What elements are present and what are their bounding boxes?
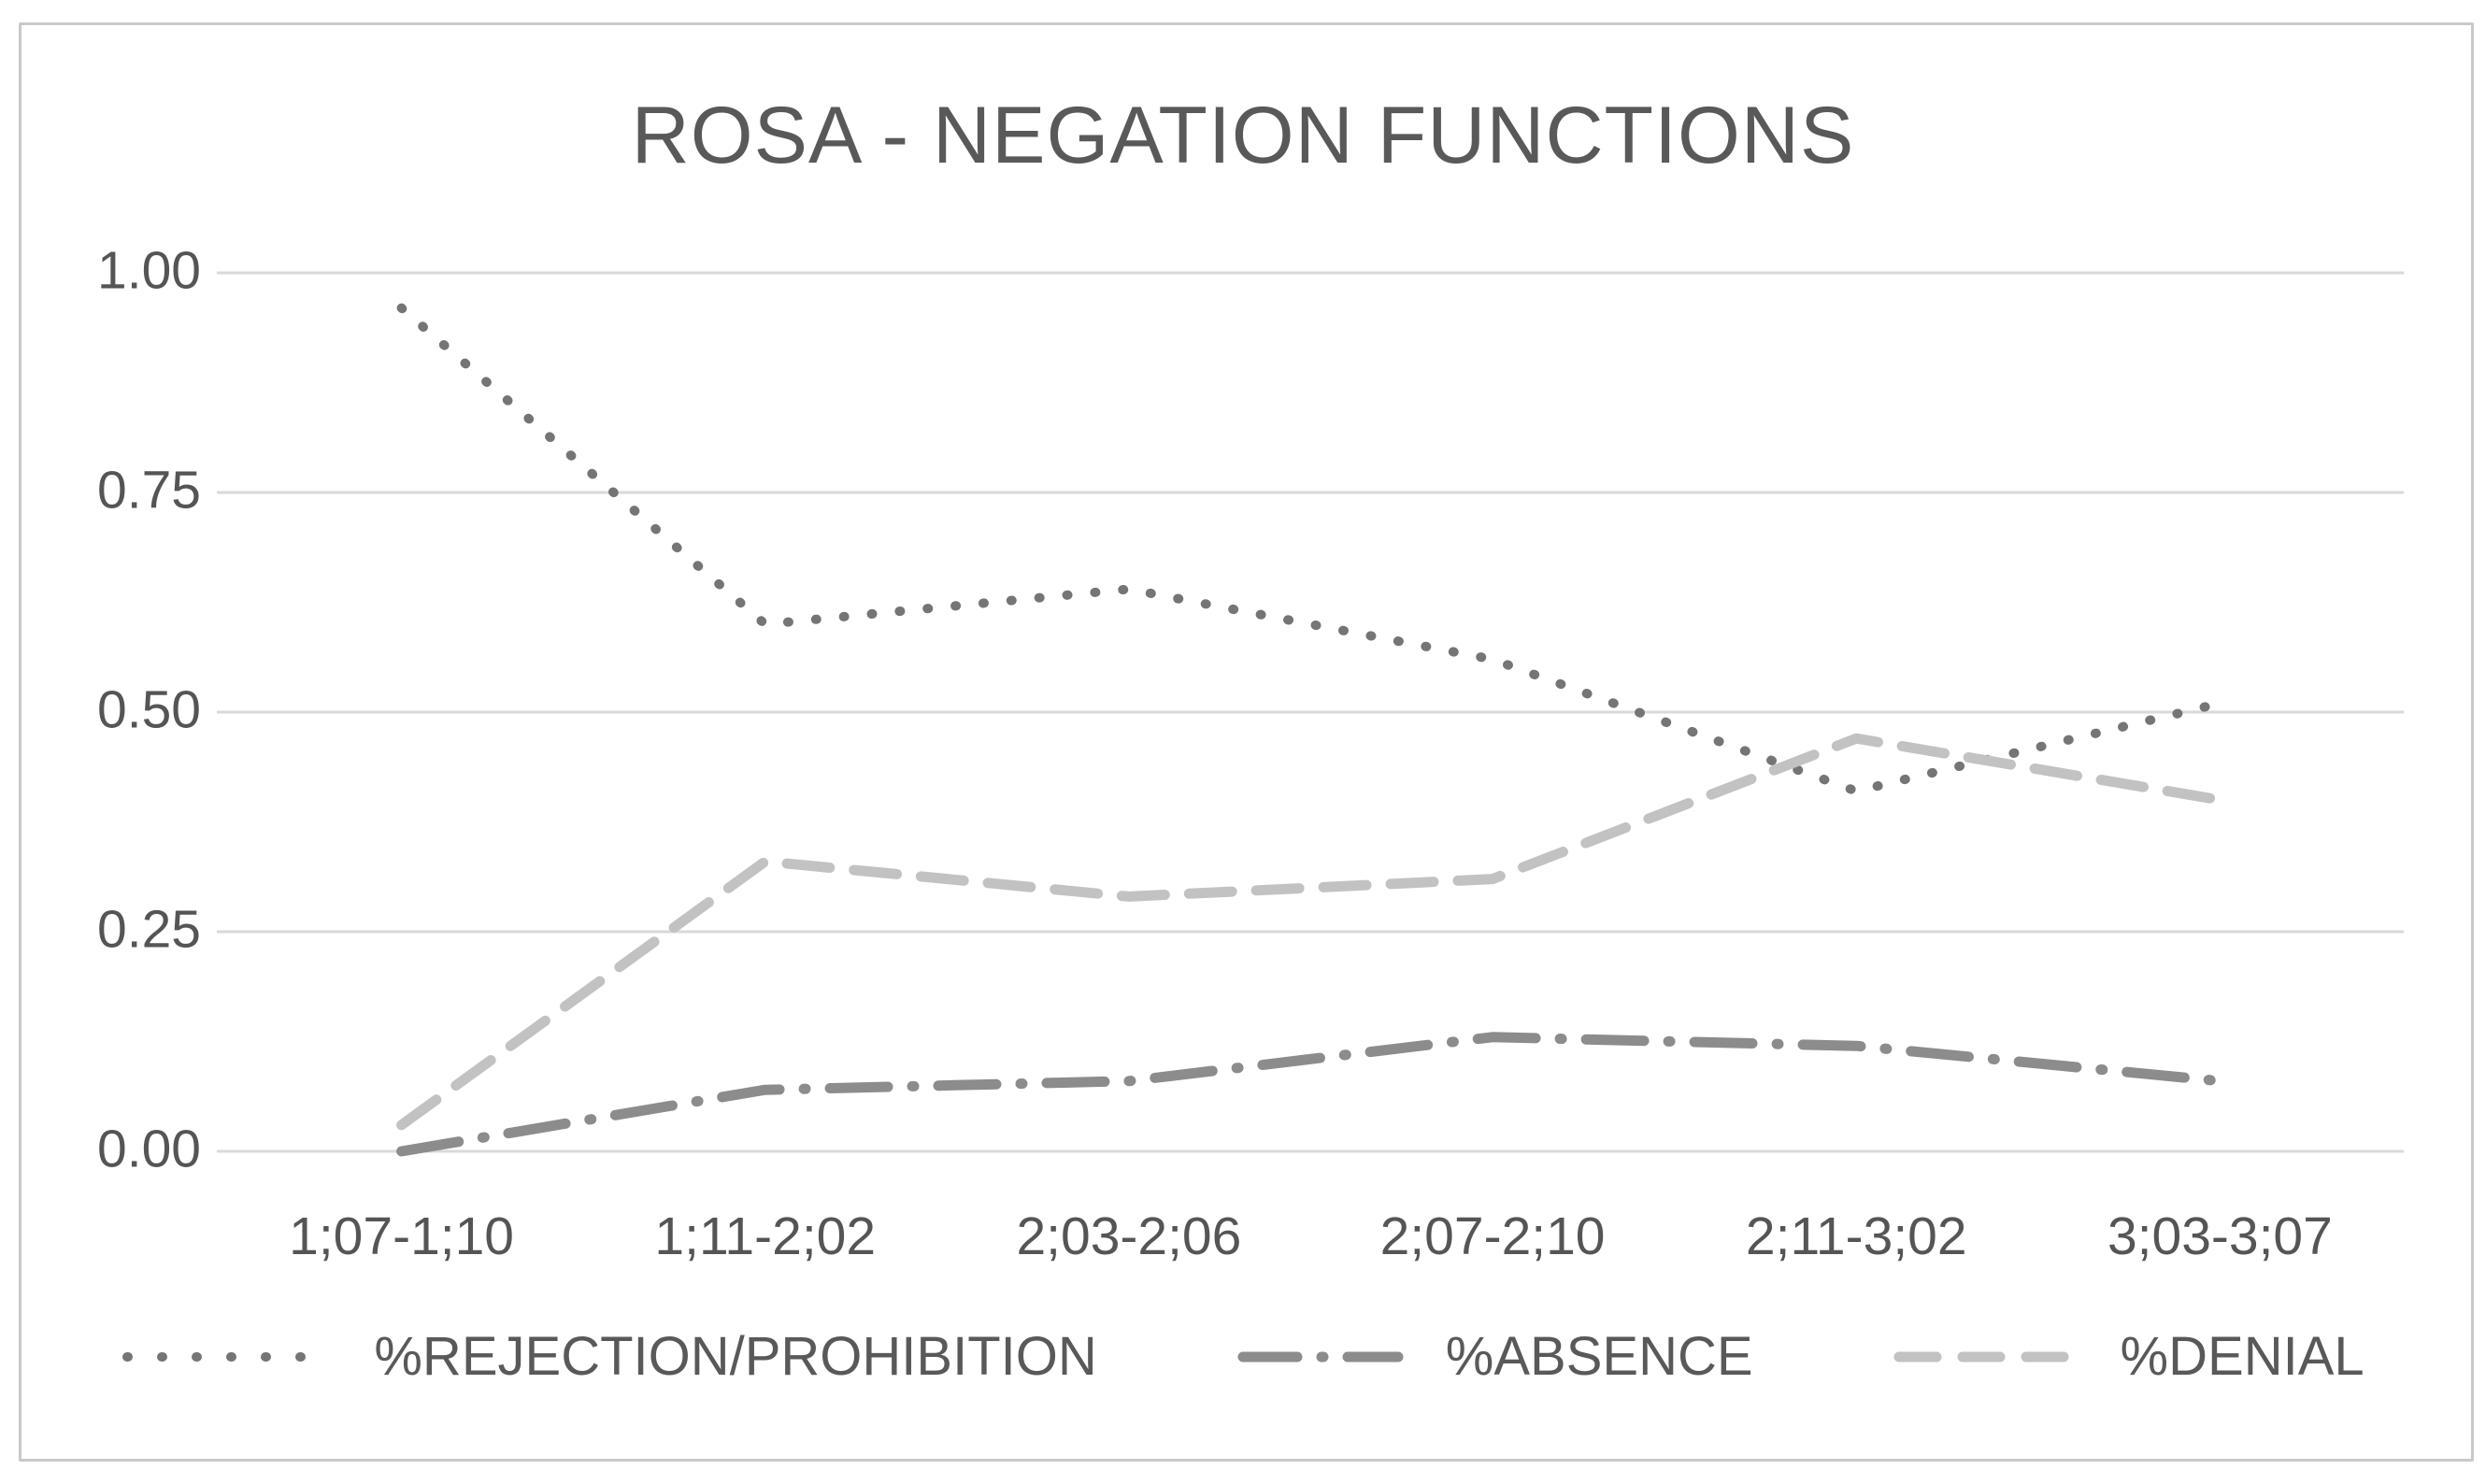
- chart-title: ROSA - NEGATION FUNCTIONS: [631, 91, 1855, 180]
- legend-item-denial: %DENIAL: [1893, 1325, 2365, 1388]
- y-tick-label: 0.25: [97, 899, 201, 960]
- legend-item-rejection-prohibition: %REJECTION/PROHIBITION: [121, 1325, 1097, 1388]
- legend-marker-denial: [1893, 1351, 2079, 1362]
- legend-marker-rejection-prohibition: [122, 1351, 332, 1362]
- x-tick-label: 2;03-2;06: [1016, 1206, 1242, 1266]
- x-tick-label: 2;11-3;02: [1745, 1206, 1967, 1266]
- series-line-denial: [396, 733, 2225, 1131]
- legend-label-rejection-prohibition: %REJECTION/PROHIBITION: [374, 1326, 1097, 1387]
- y-tick-label: 1.00: [97, 240, 201, 301]
- legend-item-absence: %ABSENCE: [1237, 1325, 1753, 1388]
- series-line-rejection-prohibition: [396, 303, 2225, 796]
- legend-label-denial: %DENIAL: [2120, 1326, 2365, 1387]
- legend-marker-absence: [1237, 1351, 1404, 1362]
- y-tick-label: 0.75: [97, 460, 201, 521]
- x-tick-label: 1;11-2;02: [654, 1206, 877, 1266]
- x-tick-label: 3;03-3;07: [2107, 1206, 2333, 1266]
- x-tick-label: 2;07-2;10: [1379, 1206, 1606, 1266]
- series-line-absence: [396, 1032, 2225, 1157]
- legend-label-absence: %ABSENCE: [1445, 1326, 1753, 1387]
- legend: %REJECTION/PROHIBITION %ABSENCE %DENIAL: [0, 1325, 2486, 1388]
- x-tick-label: 1;07-1;10: [289, 1206, 515, 1266]
- y-tick-label: 0.50: [97, 679, 201, 740]
- y-tick-label: 0.00: [97, 1119, 201, 1179]
